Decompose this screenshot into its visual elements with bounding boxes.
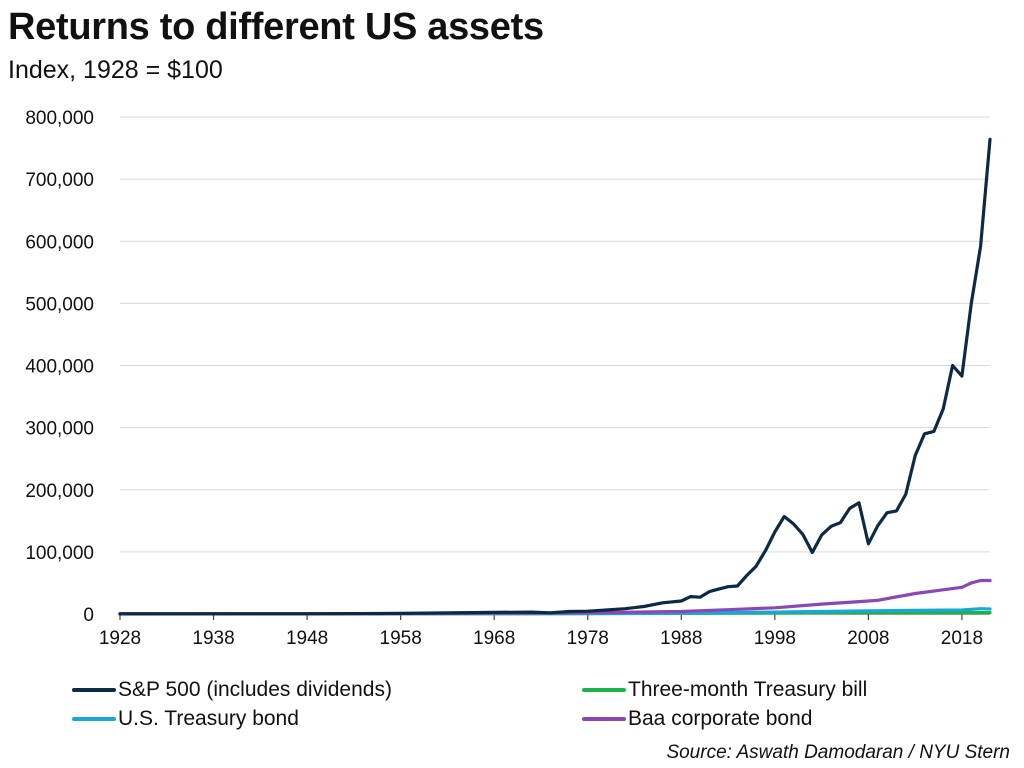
y-tick-label: 600,000 bbox=[25, 232, 94, 253]
legend-item-sp500: S&P 500 (includes dividends) bbox=[72, 678, 392, 702]
y-tick-label: 800,000 bbox=[25, 108, 94, 129]
y-tick-label: 500,000 bbox=[25, 294, 94, 315]
x-tick-label: 1998 bbox=[754, 628, 796, 649]
legend-item-tbill: Three-month Treasury bill bbox=[582, 678, 867, 702]
y-tick-label: 100,000 bbox=[25, 543, 94, 564]
legend-label-sp500: S&P 500 (includes dividends) bbox=[118, 678, 392, 701]
legend-item-tbond: U.S. Treasury bond bbox=[72, 707, 299, 731]
series-lines bbox=[118, 137, 992, 616]
legend-swatch-tbond bbox=[72, 717, 116, 721]
legend-swatch-baa bbox=[582, 717, 626, 721]
series-line-s-p-500-includes-dividends bbox=[118, 137, 992, 616]
y-tick-label: 400,000 bbox=[25, 357, 94, 378]
gridlines bbox=[120, 116, 990, 553]
x-tick-label: 1958 bbox=[380, 628, 422, 649]
y-tick-label: 300,000 bbox=[25, 419, 94, 440]
x-tick-label: 2018 bbox=[941, 628, 983, 649]
y-tick-label: 700,000 bbox=[25, 170, 94, 191]
y-axis-tick-labels: 0 100,000 200,000 300,000 400,000 500,000 600,… bbox=[25, 108, 94, 626]
legend-item-baa: Baa corporate bond bbox=[582, 707, 812, 731]
x-tick-label: 1928 bbox=[99, 628, 141, 649]
x-axis: 1928 1938 1948 1958 1968 1978 1988 1998 2008 2018 bbox=[99, 613, 990, 649]
y-tick-label: 200,000 bbox=[25, 481, 94, 502]
legend-label-tbill: Three-month Treasury bill bbox=[628, 678, 868, 701]
y-tick-label: 0 bbox=[83, 605, 94, 626]
source-note: Source: Aswath Damodaran / NYU Stern bbox=[666, 742, 1010, 763]
legend-label-baa: Baa corporate bond bbox=[628, 707, 813, 730]
x-tick-label: 1978 bbox=[567, 628, 609, 649]
chart-title: Returns to different US assets bbox=[8, 6, 544, 48]
x-tick-label: 1988 bbox=[660, 628, 702, 649]
legend-label-tbond: U.S. Treasury bond bbox=[118, 707, 299, 730]
x-tick-label: 1968 bbox=[473, 628, 515, 649]
x-tick-label: 1948 bbox=[286, 628, 328, 649]
series-line-baa-corporate-bond bbox=[118, 578, 992, 616]
legend-swatch-sp500 bbox=[72, 688, 116, 692]
chart-subtitle: Index, 1928 = $100 bbox=[8, 56, 223, 84]
x-tick-label: 2008 bbox=[847, 628, 889, 649]
legend-swatch-tbill bbox=[582, 688, 626, 692]
x-tick-label: 1938 bbox=[192, 628, 234, 649]
